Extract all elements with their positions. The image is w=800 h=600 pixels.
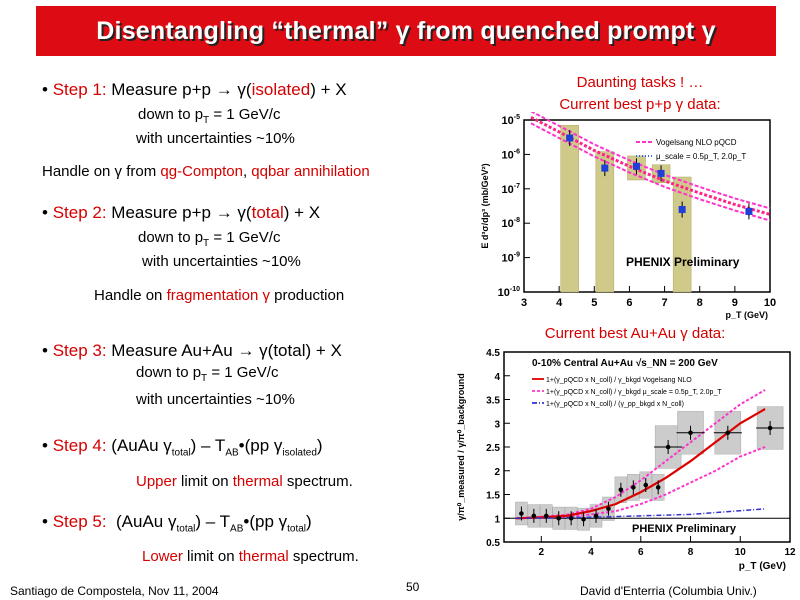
data-point	[657, 169, 665, 177]
legend-label: 1+(γ_pQCD x N_coll) / (γ_pp_bkgd x N_col…	[546, 401, 684, 408]
y-tick-label: 10-8	[502, 217, 521, 230]
footer-venue: Santiago de Compostela, Nov 11, 2004	[10, 584, 219, 598]
phenix-preliminary-label: PHENIX Preliminary	[632, 523, 737, 535]
x-tick-label: 4	[556, 297, 563, 309]
data-point	[643, 482, 649, 488]
nlo-curve	[530, 115, 771, 216]
step-4: • Step 4: (AuAu γtotal) – TAB•(pp γisola…	[42, 436, 323, 459]
data-point	[531, 513, 537, 519]
x-tick-label: 4	[588, 547, 594, 558]
step-1-line1: down to pT = 1 GeV/c	[138, 106, 281, 126]
data-point	[631, 485, 636, 490]
handle-note-2: Handle on fragmentation γ production	[94, 287, 345, 304]
x-axis-label: p_T (GeV)	[739, 561, 786, 572]
pp-gamma-chart: 3 4 5 6 7 8 9 10 10-5 10-6 10-7 10-8 10-9 10-10 E d³σ/…	[480, 112, 776, 320]
step-1-line2: with uncertainties ~10%	[136, 130, 295, 147]
y-tick-label: 4	[494, 372, 500, 383]
x-tick-label: 6	[638, 547, 644, 558]
data-point	[606, 506, 611, 512]
data-point	[655, 485, 661, 490]
footer-page-number: 50	[406, 580, 420, 594]
y-tick-label: 3.5	[486, 396, 500, 407]
y-tick-label: 4.5	[486, 348, 500, 359]
step-4-note: Upper limit on thermal spectrum.	[136, 473, 353, 490]
y-tick-label: 2.5	[486, 443, 500, 454]
x-tick-label: 9	[732, 297, 738, 309]
y-axis-label: E d³σ/dp³ (mb/GeV²)	[480, 163, 490, 248]
phenix-preliminary-label: PHENIX Preliminary	[626, 255, 740, 269]
x-tick-label: 12	[784, 547, 796, 558]
x-tick-label: 10	[764, 297, 776, 309]
x-tick-label: 8	[697, 297, 703, 309]
data-point	[678, 206, 686, 214]
legend-label: 1+(γ_pQCD x N_coll) / γ_bkgd Vogelsang N…	[546, 377, 692, 384]
y-tick-label: 3	[494, 419, 500, 430]
pp-chart-heading-2: Current best p+p γ data:	[559, 96, 721, 113]
curve-pp-bkgd	[516, 508, 766, 520]
y-tick-label: 10-5	[502, 114, 521, 127]
data-point	[745, 207, 753, 215]
x-axis-label: p_T (GeV)	[725, 310, 768, 320]
step-3-line1: down to pT = 1 GeV/c	[136, 364, 279, 384]
data-point	[566, 134, 574, 142]
data-point	[767, 425, 773, 431]
legend-label-nlo: Vogelsang NLO pQCD	[656, 138, 737, 147]
step-5-note: Lower limit on thermal spectrum.	[142, 548, 359, 565]
legend-label-scale: μ_scale = 0.5p_T, 2.0p_T	[656, 152, 746, 161]
slide-title-bar: Disentangling “thermal” γ from quenched …	[36, 6, 776, 56]
data-point	[543, 513, 549, 519]
sys-band	[560, 125, 579, 293]
sys-band	[672, 176, 692, 293]
data-point	[632, 162, 640, 170]
bullet: •	[42, 80, 53, 99]
data-point	[601, 164, 609, 172]
slide-title: Disentangling “thermal” γ from quenched …	[96, 16, 716, 45]
data-point	[593, 513, 599, 519]
x-tick-label: 3	[521, 297, 527, 309]
y-tick-label: 10-9	[502, 252, 521, 265]
data-point	[581, 516, 586, 522]
x-tick-label: 5	[591, 297, 597, 309]
chart-inner-title: 0-10% Central Au+Au √s_NN = 200 GeV	[532, 358, 718, 369]
step-3: • Step 3: Measure Au+Au → γ(total) + X	[42, 341, 342, 360]
y-tick-label: 10-7	[502, 183, 521, 196]
step-1: • Step 1: Measure p+p → γ(isolated) + X	[42, 80, 347, 99]
y-tick-label: 1.5	[486, 491, 500, 502]
x-tick-label: 6	[626, 297, 632, 309]
data-point	[618, 487, 624, 493]
y-tick-label: 2	[494, 467, 500, 478]
data-point	[688, 430, 693, 436]
auau-gamma-ratio-chart: 2 4 6 8 10 12 0.5 1 1.5 2 2.5 3 3.5 4 4.5 γ/π⁰_measured…	[456, 348, 796, 572]
x-tick-label: 2	[539, 547, 545, 558]
x-tick-label: 10	[735, 547, 747, 558]
legend-label: 1+(γ_pQCD x N_coll) / γ_bkgd μ_scale = 0…	[546, 389, 722, 396]
step-2: • Step 2: Measure p+p → γ(total) + X	[42, 203, 321, 222]
step-5: • Step 5: (AuAu γtotal) – TAB•(pp γtotal…	[42, 512, 312, 535]
nlo-band-lower	[530, 122, 771, 222]
y-tick-label: 10-6	[502, 148, 521, 161]
x-tick-label: 7	[662, 297, 668, 309]
y-tick-label: 10-10	[498, 286, 520, 299]
x-tick-label: 8	[688, 547, 694, 558]
step-2-line2: with uncertainties ~10%	[142, 253, 301, 270]
step-2-line1: down to pT = 1 GeV/c	[138, 229, 281, 249]
auau-chart-heading: Current best Au+Au γ data:	[544, 325, 726, 342]
handle-note-1: Handle on γ from qg-Compton, qqbar annih…	[42, 163, 370, 180]
y-axis-label: γ/π⁰_measured / γ/π⁰_background	[456, 373, 466, 521]
nlo-band-upper	[530, 112, 771, 210]
y-tick-label: 1	[494, 514, 500, 525]
data-point	[725, 430, 731, 436]
data-point	[556, 515, 562, 521]
data-point	[665, 444, 671, 450]
sys-band	[595, 151, 615, 293]
y-tick-label: 0.5	[486, 538, 500, 549]
footer-author: David d'Enterria (Columbia Univ.)	[580, 584, 757, 598]
step-3-line2: with uncertainties ~10%	[136, 391, 295, 408]
pp-chart-heading-1: Daunting tasks ! …	[576, 74, 704, 91]
data-point	[568, 515, 574, 521]
data-point	[519, 511, 524, 516]
